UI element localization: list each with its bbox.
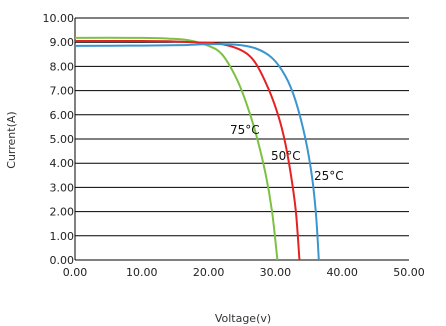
x-tick-label: 40.00 [326,266,358,279]
y-tick-label: 7.00 [50,85,75,98]
x-tick-label: 20.00 [193,266,225,279]
curve-50c [74,39,301,261]
x-tick-label: 0.00 [63,266,88,279]
annotation-50c: 50°C [271,149,301,163]
y-tick-label: 4.00 [50,157,75,170]
x-axis-title: Voltage(v) [215,312,271,325]
y-tick-label: 3.00 [50,181,75,194]
y-tick-label: 5.00 [50,133,75,146]
annotation-75c: 75°C [230,123,260,137]
y-tick-label: 0.00 [50,254,75,267]
y-axis-title: Current(A) [5,111,18,168]
annotation-25c: 25°C [314,169,344,183]
y-tick-label: 10.00 [43,12,75,25]
axes [74,18,409,261]
curves [74,36,320,261]
y-tick-label: 1.00 [50,230,75,243]
x-tick-label: 50.00 [393,266,425,279]
y-tick-label: 8.00 [50,60,75,73]
gridlines [75,17,409,237]
x-tick-labels: 0.00 10.00 20.00 30.00 40.00 50.00 [63,266,425,279]
x-tick-label: 10.00 [126,266,158,279]
x-tick-label: 30.00 [260,266,292,279]
curve-75c [74,36,279,261]
y-tick-labels: 0.00 1.00 2.00 3.00 4.00 5.00 6.00 7.00 8.00 9.00… [43,12,75,267]
y-tick-label: 6.00 [50,109,75,122]
y-tick-label: 2.00 [50,206,75,219]
curve-25c [74,43,320,261]
y-tick-label: 9.00 [50,36,75,49]
